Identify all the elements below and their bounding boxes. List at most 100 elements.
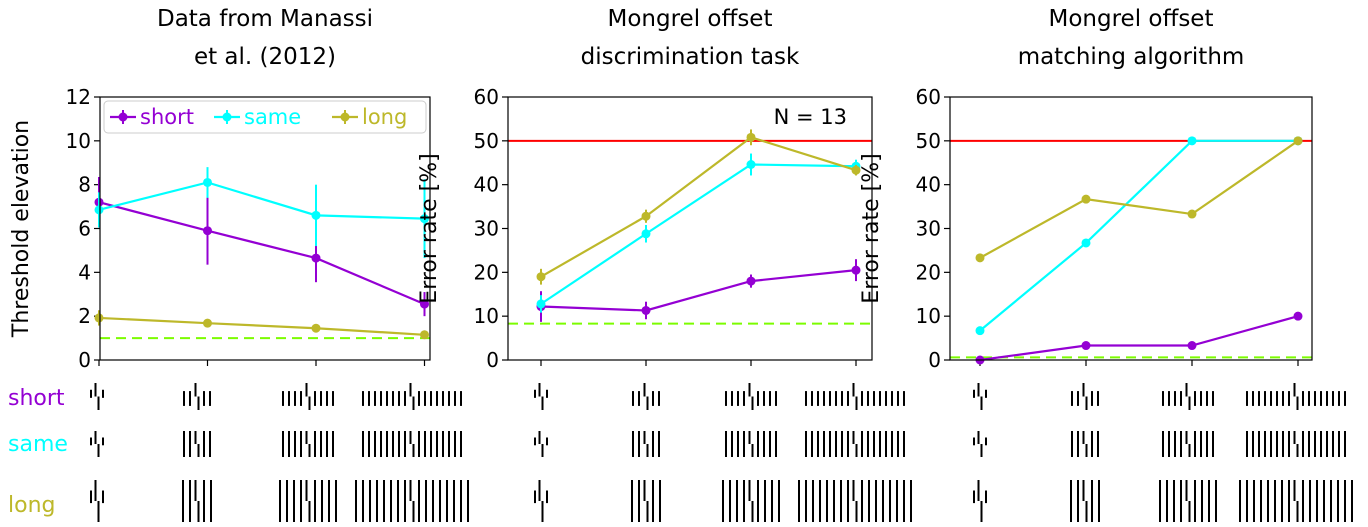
series-long — [975, 136, 1303, 263]
stimulus-group — [1070, 480, 1100, 522]
stimulus-group — [182, 480, 212, 522]
stimulus-group — [805, 431, 905, 457]
stimulus-group — [725, 383, 777, 410]
plot-frame — [99, 96, 431, 361]
data-point — [1081, 341, 1091, 351]
stimulus-group — [1246, 431, 1346, 457]
y-tick-label: 12 — [66, 85, 91, 109]
stimulus-group — [973, 480, 987, 522]
stimulus-row-label-short: short — [8, 386, 65, 411]
y-axis-label: Error rate [%] — [859, 153, 884, 303]
data-point — [203, 226, 212, 236]
data-point — [1293, 136, 1303, 146]
stimulus-group — [722, 480, 780, 522]
data-point — [1081, 238, 1091, 248]
series-line-same — [979, 139, 1298, 332]
series-line-long — [98, 316, 425, 336]
legend: short same long — [103, 100, 427, 134]
legend-marker-short — [118, 112, 128, 122]
series-line-same — [540, 163, 857, 305]
data-point — [420, 330, 429, 340]
data-point — [203, 177, 212, 187]
data-point — [1187, 136, 1197, 146]
legend-marker-long — [340, 112, 350, 122]
y-tick-label: 60 — [474, 85, 499, 109]
y-axis-label: Error rate [%] — [417, 153, 442, 303]
plot-frame — [949, 96, 1313, 361]
y-tick-label: 0 — [928, 348, 941, 372]
stimulus-row-label-same: same — [8, 432, 68, 457]
data-point — [746, 132, 756, 142]
chart-title-line: et al. (2012) — [194, 44, 336, 70]
stimulus-group — [632, 383, 660, 410]
stimulus-group — [534, 431, 548, 457]
data-point — [1293, 311, 1303, 321]
data-point — [641, 305, 651, 315]
chart-panel-1: Data from Manassi et al. (2012) 0 2 4 6 8 10 12 T… — [9, 6, 431, 372]
stimulus-group — [90, 431, 104, 457]
data-point — [975, 253, 985, 263]
data-point — [1187, 209, 1197, 219]
y-tick-label: 20 — [916, 260, 941, 284]
stimulus-row-label-long: long — [8, 493, 55, 518]
stimulus-group — [1162, 383, 1214, 410]
series-line-short — [979, 315, 1299, 362]
stimulus-group — [362, 431, 462, 457]
legend-label-long: long — [362, 105, 407, 129]
stimulus-group — [282, 431, 334, 457]
series-short — [536, 259, 861, 322]
data-point — [1081, 194, 1091, 204]
data-point — [94, 205, 104, 215]
data-point — [94, 313, 104, 323]
stimulus-group — [798, 480, 912, 522]
y-tick-label: 50 — [474, 129, 499, 153]
y-tick-label: 40 — [474, 173, 499, 197]
y-tick-label: 50 — [916, 129, 941, 153]
stimulus-group — [1071, 383, 1099, 410]
stimulus-group — [183, 383, 211, 410]
data-point — [420, 299, 429, 309]
y-tick-label: 6 — [78, 217, 91, 241]
stimulus-group — [279, 480, 337, 522]
series-line-long — [979, 139, 1299, 259]
y-axis-label: Threshold elevation — [9, 120, 34, 338]
chart-title-line: discrimination task — [581, 44, 800, 70]
series-line-short — [98, 201, 425, 306]
data-point — [746, 160, 756, 170]
y-tick-label: 0 — [78, 348, 91, 372]
stimulus-group — [631, 480, 661, 522]
stimulus-group — [282, 383, 334, 410]
data-point — [311, 210, 321, 220]
data-point — [851, 165, 861, 175]
series-line-long — [540, 136, 857, 278]
plot-frame — [507, 96, 873, 361]
data-point — [203, 318, 212, 328]
y-tick-label: 10 — [66, 129, 91, 153]
y-tick-label: 30 — [916, 217, 941, 241]
legend-label-short: short — [140, 105, 194, 129]
stimulus-group — [90, 480, 104, 522]
data-point — [536, 299, 546, 309]
series-same — [975, 136, 1303, 336]
legend-box — [103, 100, 427, 134]
stimulus-group — [183, 431, 211, 457]
stimulus-group — [534, 480, 548, 522]
stimulus-group — [1071, 431, 1099, 457]
chart-panels: Data from Manassi et al. (2012) 0 2 4 6 8 10 12 T… — [9, 6, 1313, 372]
y-tick-label: 2 — [78, 304, 91, 328]
stimulus-group — [725, 431, 777, 457]
stimulus-group — [1246, 383, 1346, 410]
y-tick-label: 20 — [474, 260, 499, 284]
chart-title-line: Mongrel offset — [608, 6, 773, 32]
data-point — [1187, 341, 1197, 351]
data-point — [975, 326, 985, 336]
stimulus-group — [90, 383, 104, 410]
chart-title-line: matching algorithm — [1018, 44, 1245, 70]
series-same — [94, 167, 429, 259]
chart-title-line: Data from Manassi — [157, 6, 373, 32]
series-short — [975, 311, 1303, 365]
data-point — [536, 272, 546, 282]
series-line-same — [98, 181, 425, 220]
stimulus-group — [632, 431, 660, 457]
